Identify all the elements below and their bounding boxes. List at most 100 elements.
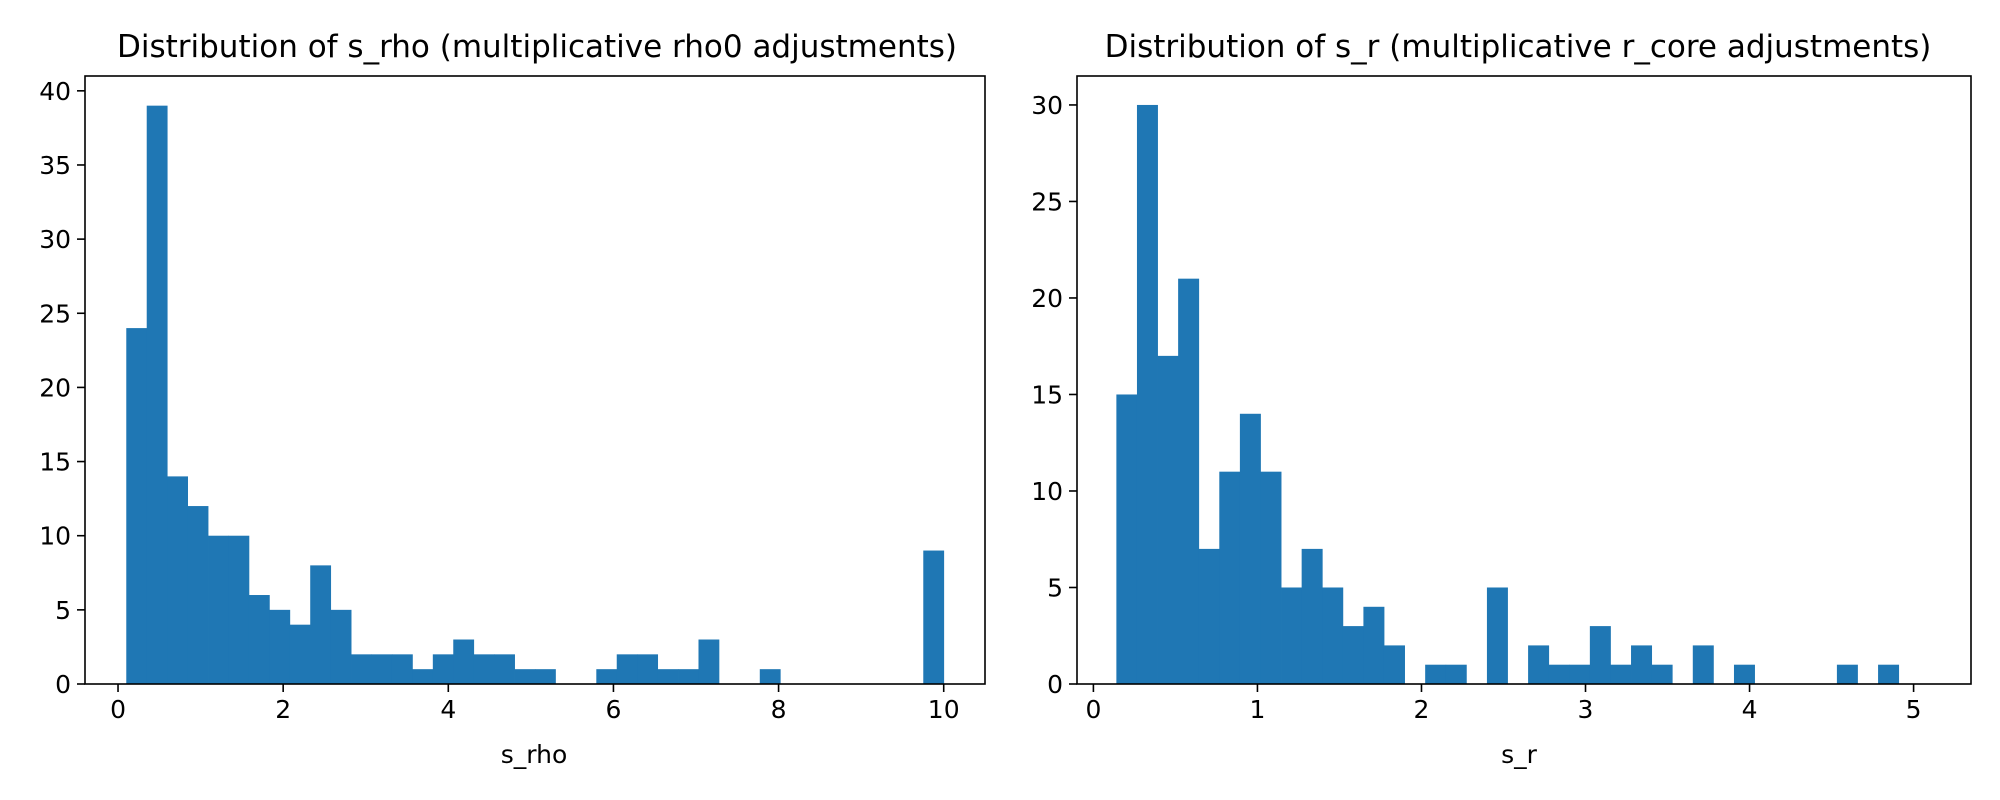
histogram-bar — [1219, 471, 1241, 684]
x-tick-label: 4 — [440, 695, 456, 724]
histogram-bar — [1301, 548, 1323, 684]
x-tick-label: 8 — [771, 695, 787, 724]
histogram-bar — [1836, 664, 1858, 684]
histogram-bar — [412, 669, 434, 684]
x-tick-label: 2 — [1414, 695, 1430, 724]
x-tick-label: 5 — [1906, 695, 1922, 724]
histogram-bar — [616, 654, 638, 684]
histogram-bar — [1281, 587, 1303, 684]
histogram-bar — [1610, 664, 1632, 684]
y-tick-label: 30 — [39, 225, 71, 254]
x-tick-label: 0 — [1085, 695, 1101, 724]
histogram-bar — [1260, 471, 1282, 684]
x-tick-label: 3 — [1578, 695, 1594, 724]
histogram-bar — [1342, 626, 1364, 684]
y-tick-label: 40 — [39, 77, 71, 106]
histogram-bar — [1878, 664, 1900, 684]
histogram-bar — [289, 624, 311, 684]
histogram-bar — [698, 639, 720, 684]
histogram-bar — [1445, 664, 1467, 684]
y-ticks: 0 5 10 15 20 25 30 — [1031, 91, 1077, 699]
x-tick-label: 1 — [1249, 695, 1265, 724]
histogram-bar — [1157, 355, 1179, 684]
histogram-bar — [126, 328, 148, 684]
histogram-bar — [1631, 645, 1653, 684]
histogram-bar — [494, 654, 515, 684]
histogram-bar — [1198, 548, 1220, 684]
histogram-bar — [535, 669, 556, 684]
histogram-bar — [167, 476, 188, 684]
y-tick-label: 20 — [1031, 284, 1063, 313]
histogram-bar — [1589, 626, 1611, 684]
histogram-bar — [1136, 104, 1158, 684]
plot-frame — [1076, 75, 1972, 685]
histogram-bar — [1548, 664, 1570, 684]
y-tick-label: 25 — [1031, 187, 1063, 216]
bars — [126, 105, 945, 684]
histogram-panel-s-r: Distribution of s_r (multiplicative r_co… — [1031, 29, 1972, 769]
histogram-bar — [248, 595, 270, 684]
y-tick-label: 15 — [1031, 380, 1063, 409]
histogram-bar — [208, 535, 229, 684]
y-ticks: 0 5 10 15 20 25 30 35 40 — [39, 77, 85, 699]
histogram-bar — [637, 654, 659, 684]
x-tick-label: 0 — [110, 695, 126, 724]
histogram-bar — [1733, 664, 1755, 684]
histogram-bar — [1363, 606, 1385, 684]
x-axis-label: s_rho — [501, 740, 568, 769]
bars — [1116, 104, 1900, 684]
histogram-bar — [1486, 587, 1508, 684]
x-axis-label: s_r — [1501, 740, 1538, 769]
x-tick-label: 10 — [928, 695, 960, 724]
histogram-bar — [432, 654, 454, 684]
y-tick-label: 5 — [1047, 573, 1063, 602]
y-tick-label: 35 — [39, 151, 71, 180]
x-tick-label: 4 — [1742, 695, 1758, 724]
y-tick-label: 0 — [1047, 670, 1063, 699]
histogram-bar — [1383, 645, 1405, 684]
histogram-bar — [146, 105, 168, 684]
histogram-bar — [228, 535, 250, 684]
histogram-bar — [269, 609, 291, 684]
y-tick-label: 5 — [55, 596, 71, 625]
histogram-panel-s-rho: Distribution of s_rho (multiplicative rh… — [39, 29, 986, 769]
histogram-bar — [1569, 664, 1591, 684]
y-tick-label: 10 — [1031, 477, 1063, 506]
y-tick-label: 10 — [39, 522, 71, 551]
histogram-bar — [678, 669, 699, 684]
histogram-bar — [391, 654, 413, 684]
histogram-bar — [1322, 587, 1344, 684]
histogram-bar — [596, 669, 618, 684]
histogram-bar — [371, 654, 393, 684]
histogram-bar — [351, 654, 372, 684]
x-ticks: 0 2 4 6 8 10 — [110, 684, 960, 724]
histogram-bar — [923, 550, 945, 684]
y-tick-label: 25 — [39, 299, 71, 328]
histogram-bar — [473, 654, 495, 684]
histogram-bar — [1239, 413, 1261, 684]
histogram-bar — [1651, 664, 1673, 684]
histogram-bar — [657, 669, 679, 684]
histogram-bar — [330, 609, 352, 684]
y-tick-label: 20 — [39, 373, 71, 402]
x-tick-label: 2 — [275, 695, 291, 724]
y-tick-label: 15 — [39, 448, 71, 477]
histogram-bar — [759, 669, 781, 684]
histogram-bar — [514, 669, 536, 684]
histogram-bar — [1692, 645, 1714, 684]
histogram-bar — [1116, 394, 1138, 684]
y-tick-label: 0 — [55, 670, 71, 699]
x-tick-label: 6 — [605, 695, 621, 724]
histogram-bar — [1178, 278, 1200, 684]
histogram-bar — [453, 639, 475, 684]
histogram-bar — [1425, 664, 1447, 684]
chart-title: Distribution of s_r (multiplicative r_co… — [1105, 29, 1932, 65]
histogram-bar — [187, 506, 209, 684]
y-tick-label: 30 — [1031, 91, 1063, 120]
histogram-bar — [1528, 645, 1550, 684]
x-ticks: 0 1 2 3 4 5 — [1085, 684, 1922, 724]
histogram-bar — [310, 565, 332, 684]
plot-frame — [84, 75, 986, 685]
chart-title: Distribution of s_rho (multiplicative rh… — [117, 29, 957, 65]
